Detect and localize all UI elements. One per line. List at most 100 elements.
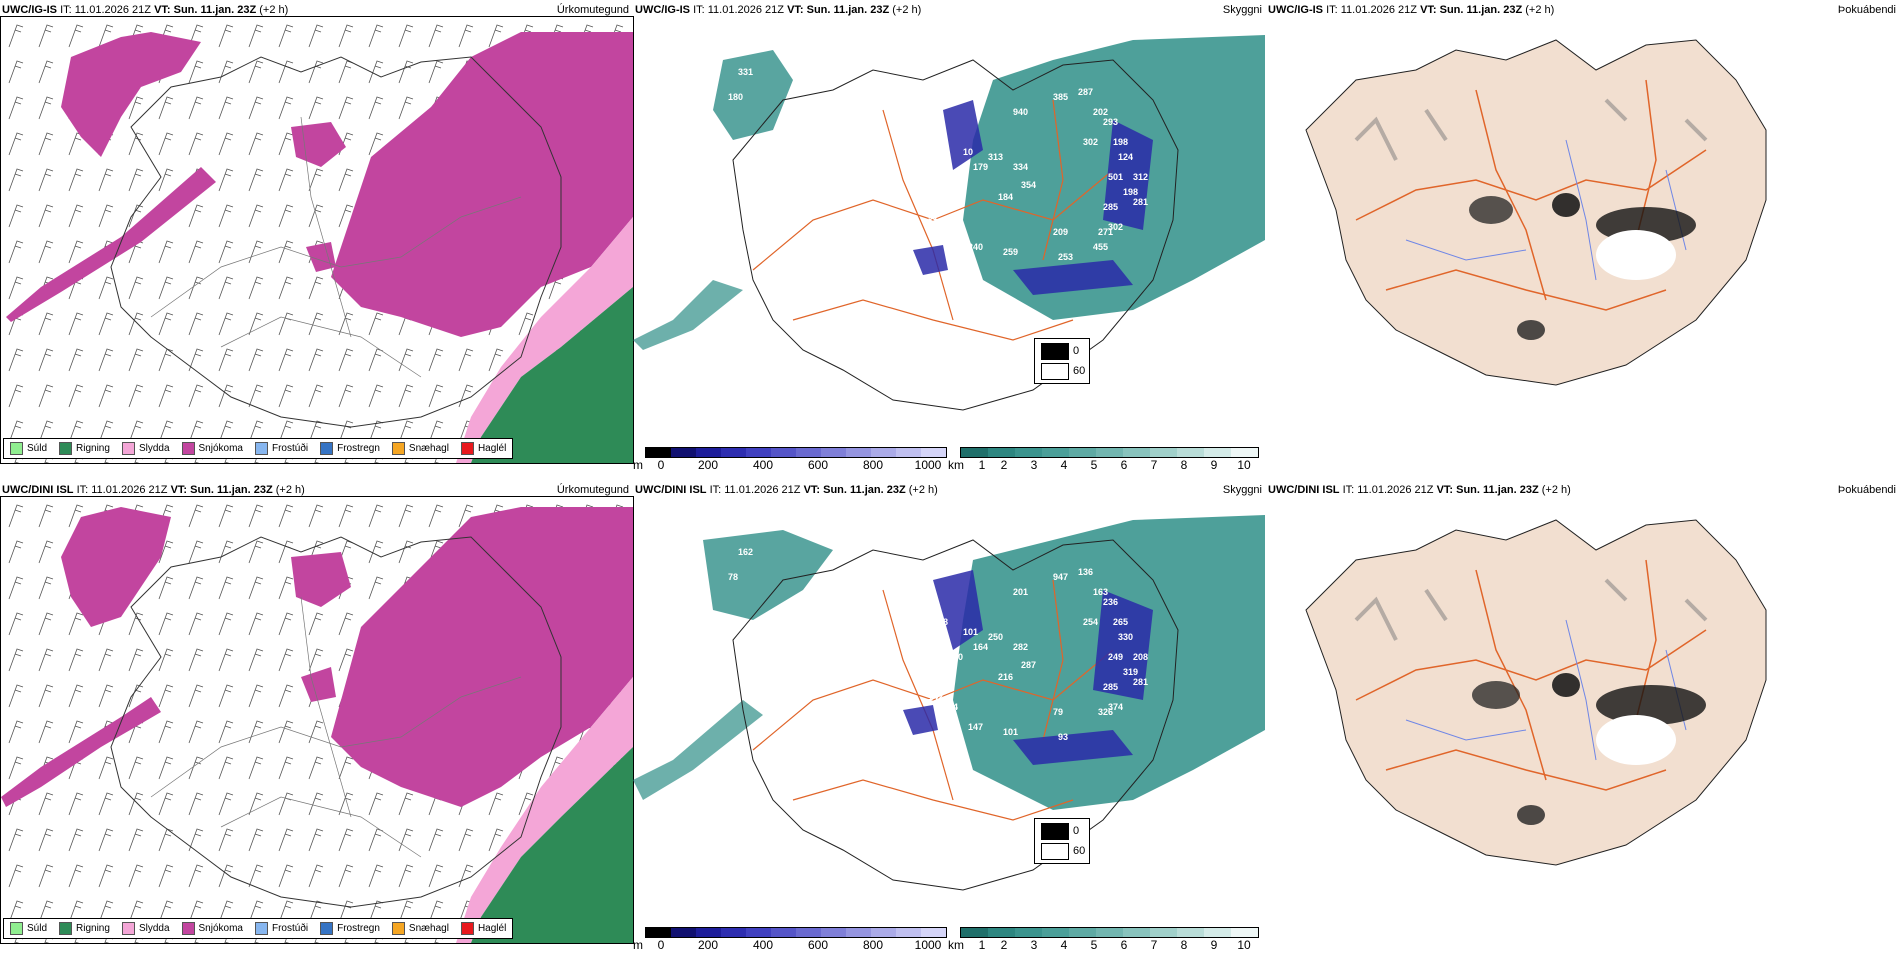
sleet-band: [456, 217, 633, 463]
colorbar-tick-label: 600: [807, 458, 829, 472]
precip-type-legend: Súld Rigning Slydda Snjókoma Frostúði Fr…: [3, 918, 514, 939]
vt-value: Sun. 11.jan. 23Z: [1439, 4, 1523, 16]
colorbar-tick-label: 4: [1060, 458, 1068, 472]
colorbar-tick-label: 2: [1000, 938, 1008, 952]
iceland-coastline: [110, 536, 562, 908]
model-name: UWC/DINI ISL: [1268, 484, 1340, 496]
legend-label: Rigning: [76, 923, 110, 934]
snow-band: [1, 697, 161, 807]
colorbar-cell: [696, 928, 721, 937]
colorbar-tick-label: 10: [1237, 938, 1251, 952]
precip-type-panel: UWC/IG-IS IT: 11.01.2026 21Z VT: Sun. 11…: [0, 0, 634, 475]
height-label: 93: [938, 717, 948, 727]
height-label: 293: [1103, 117, 1118, 127]
height-label: 43: [793, 242, 803, 252]
visibility-map: 331 180 119 28 10 82 179 940 313 334 354 184 385 287 2…: [633, 20, 1265, 465]
iceland-coastline: [732, 59, 1179, 411]
height-labels-layer: 162 78 103 18 101 100 164 201 250 282 287 216 947 136…: [728, 547, 1148, 742]
colorbar-cell: [1069, 448, 1096, 457]
it-value: 11.01.2026 21Z: [707, 4, 784, 16]
colorbar-tick-label: 400: [752, 938, 774, 952]
height-label: 82: [948, 172, 958, 182]
low-visibility-region: [633, 280, 743, 350]
height-label: 259: [1003, 247, 1018, 257]
fog-map-graphic: [1305, 519, 1767, 866]
colorbar-tick-label: 1: [978, 458, 986, 472]
it-label: IT:: [1326, 4, 1338, 16]
legend-item: Snæhagl: [391, 442, 449, 455]
height-label: 124: [1118, 152, 1133, 162]
it-label: IT:: [60, 4, 72, 16]
colorbar-tick-label: 7: [1150, 458, 1158, 472]
colorbar-cell: [871, 448, 896, 457]
legend-item: Haglél: [460, 922, 506, 935]
panel-title: Úrkomutegund: [556, 484, 629, 496]
legend-swatch: [254, 442, 268, 455]
height-label: 208: [1133, 652, 1148, 662]
legend-swatch: [59, 922, 73, 935]
height-label: 78: [728, 572, 738, 582]
colorbar-cell: [1015, 928, 1042, 937]
colorbar-tick-label: 1: [978, 938, 986, 952]
colorbar-cell: [1042, 448, 1069, 457]
colorbar-cell: [871, 928, 896, 937]
it-label: IT:: [709, 484, 722, 496]
legend-label: Haglél: [477, 443, 507, 454]
colorbar-cell: [796, 928, 821, 937]
colorbar-cell: [1123, 928, 1150, 937]
fog-legend-black-swatch: [1041, 823, 1069, 840]
fog-map: [1266, 20, 1898, 465]
height-label: 285: [1103, 202, 1118, 212]
colorbar-cell: [771, 928, 796, 937]
snow-region-west: [61, 507, 171, 627]
fog-legend-white-swatch: [1041, 363, 1069, 380]
ice-cap: [1596, 715, 1676, 765]
legend-swatch: [320, 922, 334, 935]
height-label: 455: [1093, 242, 1108, 252]
height-label: 302: [1083, 137, 1098, 147]
colorbar-cell: [846, 928, 871, 937]
ice-cap: [1596, 230, 1676, 280]
fog-panel: UWC/IG-IS IT: 11.01.2026 21Z VT: Sun. 11…: [1034, 0, 1900, 475]
colorbar-cell: [1150, 928, 1177, 937]
visibility-map-graphic: [633, 35, 1265, 411]
fog-area: [1552, 673, 1580, 697]
height-label: 431: [883, 667, 898, 677]
colorbar-cell: [921, 928, 946, 937]
model-name: UWC/IG-IS: [1268, 4, 1323, 16]
snow-cell: [291, 122, 346, 167]
fog-area: [1596, 685, 1706, 725]
colorbar-cell: [1231, 448, 1258, 457]
colorbar-cell: [1096, 448, 1123, 457]
colorbar-tick-label: 7: [1150, 938, 1158, 952]
model-name: UWC/DINI ISL: [2, 484, 74, 496]
height-label: 940: [1013, 107, 1028, 117]
height-label: 313: [988, 152, 1003, 162]
legend-label: Súld: [27, 443, 48, 454]
legend-item: Frostúði: [254, 442, 309, 455]
elevation-colorbar-cells: [645, 447, 947, 458]
legend-label: Frostregn: [337, 923, 380, 934]
height-label: 285: [1103, 682, 1118, 692]
precip-type-map: Súld Rigning Slydda Snjókoma Frostúði Fr…: [0, 16, 634, 464]
height-label: 100: [948, 652, 963, 662]
colorbar-tick-label: 9: [1210, 938, 1218, 952]
colorbar-tick-label: 8: [1180, 458, 1188, 472]
colorbar-tick-label: 5: [1090, 938, 1098, 952]
fog-legend-low: 0: [1073, 825, 1080, 837]
legend-item: Rigning: [59, 922, 110, 935]
legend-item: Snjókoma: [181, 442, 243, 455]
colorbar-cell: [646, 928, 671, 937]
height-label: 198: [1113, 137, 1128, 147]
legend-label: Snæhagl: [408, 923, 449, 934]
vt-value: Sun. 11.jan. 23Z: [190, 484, 273, 496]
vt-label: VT:: [1420, 4, 1437, 16]
vt-value: Sun. 11.jan. 23Z: [806, 4, 890, 16]
height-label: 180: [728, 92, 743, 102]
iceland-coastline: [732, 539, 1179, 891]
colorbar-tick-label: 0: [657, 938, 665, 952]
height-label: 287: [1021, 660, 1036, 670]
height-label: 93: [1058, 732, 1068, 742]
legend-label: Frostúði: [271, 443, 309, 454]
